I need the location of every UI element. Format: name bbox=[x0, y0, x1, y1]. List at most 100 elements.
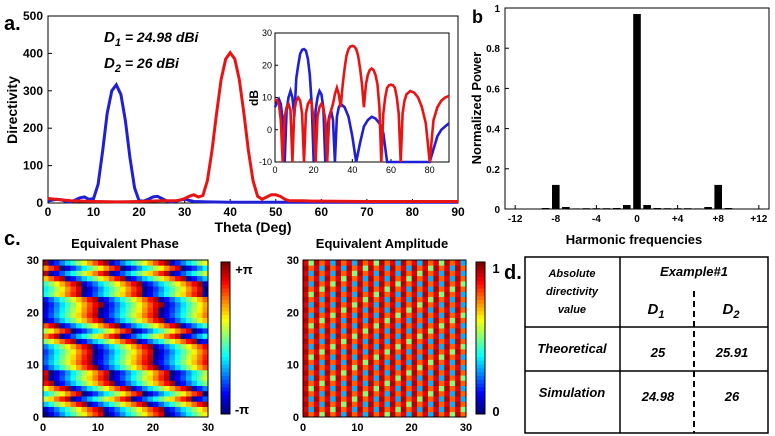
bar-x-axis-label: Harmonic frequencies bbox=[566, 232, 703, 247]
amplitude-cell bbox=[341, 385, 347, 392]
amplitude-heatmap-cells bbox=[303, 260, 467, 418]
amplitude-colorbar-segment bbox=[476, 349, 485, 354]
amplitude-cell bbox=[444, 406, 451, 413]
amplitude-cell bbox=[308, 312, 315, 318]
phase-cell bbox=[202, 406, 209, 413]
phase-cell bbox=[65, 280, 71, 287]
amplitude-cell bbox=[368, 286, 375, 292]
phase-cell bbox=[153, 375, 159, 381]
phase-cell bbox=[153, 265, 159, 271]
phase-cell bbox=[153, 406, 159, 413]
phase-cell bbox=[98, 385, 104, 392]
phase-cell bbox=[70, 401, 77, 407]
phase-cell bbox=[186, 286, 192, 292]
amplitude-cell bbox=[422, 286, 429, 292]
amplitude-cell bbox=[313, 333, 320, 339]
amplitude-cell bbox=[433, 296, 440, 303]
amplitude-cell bbox=[357, 280, 364, 287]
table-frame bbox=[524, 256, 769, 434]
amplitude-cell bbox=[308, 275, 315, 282]
phase-cell bbox=[59, 275, 66, 282]
phase-cell bbox=[180, 375, 187, 381]
phase-cell bbox=[76, 275, 82, 282]
bar-y-tick-label: 1 bbox=[494, 4, 500, 15]
amplitude-cell bbox=[389, 291, 396, 298]
amplitude-cell bbox=[357, 333, 364, 339]
phase-cell bbox=[81, 348, 88, 355]
amplitude-colorbar-segment bbox=[476, 402, 485, 407]
amplitude-cell bbox=[384, 390, 391, 397]
phase-cell bbox=[59, 343, 66, 350]
amplitude-colorbar-segment bbox=[476, 284, 485, 290]
phase-cell bbox=[98, 364, 104, 371]
phase-cell bbox=[158, 338, 165, 345]
phase-cell bbox=[142, 369, 148, 376]
phase-cell bbox=[114, 343, 121, 350]
amplitude-cell bbox=[379, 343, 385, 350]
phase-cell bbox=[125, 354, 132, 360]
phase-cell bbox=[202, 411, 209, 418]
phase-cell bbox=[59, 359, 66, 366]
phase-cell bbox=[87, 359, 93, 366]
amplitude-cell bbox=[389, 333, 396, 339]
amplitude-cell bbox=[357, 296, 364, 303]
phase-cell bbox=[142, 364, 148, 371]
amplitude-cell bbox=[346, 270, 353, 277]
amplitude-cell bbox=[460, 275, 467, 282]
amplitude-cell bbox=[455, 348, 461, 355]
phase-cell bbox=[114, 396, 121, 402]
amplitude-cell bbox=[406, 260, 413, 266]
amplitude-cell bbox=[313, 396, 320, 402]
amplitude-cell bbox=[406, 338, 413, 345]
amplitude-cell bbox=[362, 354, 369, 360]
amplitude-cell bbox=[395, 260, 402, 266]
phase-cell bbox=[147, 286, 154, 292]
amplitude-cell bbox=[417, 301, 423, 308]
amplitude-cell bbox=[384, 396, 391, 402]
amplitude-cell bbox=[433, 406, 440, 413]
phase-cell bbox=[70, 265, 77, 271]
phase-cell bbox=[65, 385, 71, 392]
amplitude-cell bbox=[395, 286, 402, 292]
amplitude-cell bbox=[411, 390, 418, 397]
amplitude-cell bbox=[433, 401, 440, 407]
amplitude-cell bbox=[303, 270, 309, 277]
phase-cell bbox=[169, 396, 176, 402]
phase-cell bbox=[81, 369, 88, 376]
header-line-1: Absolute bbox=[547, 268, 595, 280]
phase-cell bbox=[76, 359, 82, 366]
phase-cell bbox=[142, 265, 148, 271]
amplitude-cell bbox=[346, 406, 353, 413]
amplitude-cell bbox=[362, 406, 369, 413]
phase-cell bbox=[120, 348, 126, 355]
phase-cell bbox=[48, 307, 55, 313]
table-example-header: Example#1 bbox=[660, 264, 728, 279]
amplitude-cell bbox=[357, 307, 364, 313]
amplitude-cell bbox=[395, 385, 402, 392]
phase-cell bbox=[158, 286, 165, 292]
phase-cell bbox=[48, 380, 55, 386]
phase-cell bbox=[120, 364, 126, 371]
amplitude-cell bbox=[351, 328, 358, 334]
amplitude-cell bbox=[308, 317, 315, 324]
amplitude-cell bbox=[368, 312, 375, 318]
phase-cell bbox=[142, 354, 148, 360]
phase-cell bbox=[70, 333, 77, 339]
phase-cell bbox=[175, 354, 181, 360]
amplitude-cell bbox=[346, 322, 353, 329]
phase-cell bbox=[103, 380, 110, 386]
amplitude-cell bbox=[341, 286, 347, 292]
phase-cell bbox=[142, 390, 148, 397]
phase-cell bbox=[175, 301, 181, 308]
amplitude-cell bbox=[455, 359, 461, 366]
phase-colorbar-segment bbox=[221, 387, 230, 392]
amplitude-cell bbox=[308, 359, 315, 366]
phase-cell bbox=[136, 265, 143, 271]
amplitude-cell bbox=[346, 354, 353, 360]
main-y-tick-label: 500 bbox=[23, 9, 43, 23]
phase-cell bbox=[180, 301, 187, 308]
amplitude-cell bbox=[400, 260, 407, 266]
phase-cell bbox=[164, 343, 170, 350]
phase-cell bbox=[158, 333, 165, 339]
amplitude-cell bbox=[351, 322, 358, 329]
